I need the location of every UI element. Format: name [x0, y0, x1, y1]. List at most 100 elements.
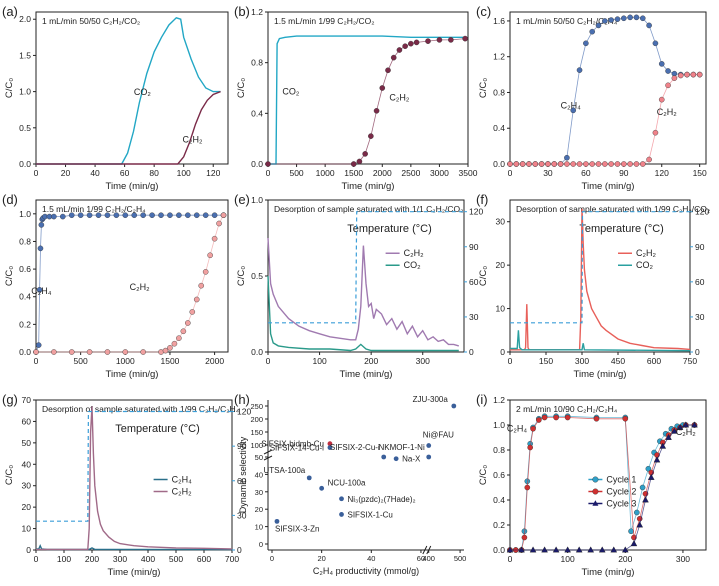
data-point [379, 85, 386, 91]
data-point [630, 540, 638, 547]
y-tick-label: 0.4 [493, 495, 505, 505]
data-point [193, 212, 200, 218]
x-tick-label: 2000 [205, 356, 224, 366]
data-point [211, 235, 218, 242]
data-point [536, 417, 542, 423]
y-tick-label: 0.4 [493, 123, 505, 133]
y-tick-label: 0.8 [251, 58, 263, 68]
y-tick-label: 20 [255, 505, 263, 514]
legend-label: CO₂ [636, 260, 654, 270]
data-point [104, 212, 111, 218]
data-point [665, 433, 672, 440]
data-point [658, 96, 665, 103]
data-point [659, 442, 667, 449]
panel-label: (a) [2, 4, 18, 19]
y-tick-label: 1.0 [251, 195, 263, 205]
series-line [510, 17, 700, 165]
data-point [185, 212, 191, 218]
data-point [602, 18, 608, 24]
x-tick-label: 0 [34, 554, 39, 564]
panel-title: Desorption of sample saturated with 1/1 … [274, 204, 463, 214]
y-tick-label: 40 [22, 459, 32, 469]
data-point [529, 546, 537, 553]
y-tick-label: 2.0 [19, 14, 31, 24]
data-point [608, 17, 614, 23]
x-tick-label: 100 [561, 554, 575, 564]
x-tick-label: 100 [57, 554, 71, 564]
series-line [268, 35, 466, 165]
scatter-point [426, 454, 432, 460]
data-point [158, 212, 164, 218]
point-label: SIFSIX-bidmb-Cu [261, 440, 324, 449]
x-tick-label: 100 [312, 356, 326, 366]
y2-tick-label: 0 [695, 347, 700, 357]
data-point [265, 161, 271, 167]
y-tick-label: 0.5 [19, 123, 31, 133]
panel-label: (g) [2, 392, 18, 407]
data-point [682, 421, 690, 428]
data-point [639, 161, 646, 167]
data-point [35, 342, 42, 348]
x-axis-label: Time (min/g) [106, 181, 159, 192]
panel-b: (b) 0 500 1000 1500 2000 2500 3000 3500 0.0 0.4 0.8… [234, 4, 478, 192]
panel-title: 1.5 mL/min 1/99 C₂H₂/C₂H₄ [42, 204, 146, 214]
y-tick-label: 0.2 [19, 319, 31, 329]
x-tick-label: 400 [422, 554, 435, 563]
point-label: Ni₃(pzdc)₂(7Hade)₂ [348, 495, 416, 504]
data-point [595, 161, 602, 167]
data-point [634, 509, 640, 516]
y-tick-label: 10 [255, 523, 263, 532]
y2-tick-label: 60 [695, 277, 705, 287]
data-point [362, 151, 368, 157]
y-tick-label: 150 [250, 428, 263, 437]
point-label: SIFSIX-3-Zn [275, 524, 319, 533]
scatter-point [274, 518, 280, 524]
data-point [589, 28, 595, 35]
x-axis-label: Time (min/g) [106, 369, 159, 380]
data-point [647, 473, 655, 480]
data-point [527, 444, 533, 451]
y-tick-label: 20 [496, 260, 506, 270]
x-tick-label: 100 [177, 168, 191, 178]
x-tick-label: 2000 [373, 168, 392, 178]
point-label: SIFSIX-2-Cu-i [330, 443, 380, 452]
x-tick-label: 0 [34, 168, 39, 178]
x-tick-label: 60 [417, 554, 425, 563]
data-point [140, 349, 146, 355]
legend-label: C₂H₂ [404, 248, 424, 258]
legend-label: Cycle 1 [606, 475, 636, 485]
data-point [690, 71, 697, 78]
data-point [176, 212, 182, 218]
data-point [59, 213, 66, 220]
y-tick-label: 1.0 [493, 420, 505, 430]
legend-label: Cycle 2 [606, 487, 636, 497]
x-axis-label: Time (min/g) [582, 181, 635, 192]
data-point [608, 161, 614, 167]
data-point [593, 415, 600, 422]
data-point [652, 40, 659, 47]
x-tick-label: 150 [693, 168, 707, 178]
y-tick-label: 0.6 [493, 470, 505, 480]
data-point [122, 212, 129, 218]
data-point [622, 415, 629, 422]
x-tick-label: 500 [454, 554, 467, 563]
x-tick-label: 0 [266, 356, 271, 366]
y2-tick-label: 90 [695, 242, 705, 252]
point-label: Na-X [402, 455, 421, 464]
data-point [36, 287, 43, 293]
data-point [402, 43, 408, 50]
panel-a: (a) 0 20 40 60 80 100 120 0.0 0.5 1.0 1.5 2.0 Time (m… [2, 4, 229, 192]
panel-i: (i) 0 100 200 300 0.0 0.2 0.4 0.6 0.8 1.0 1.2 Time (… [476, 392, 707, 578]
series-annotation: C₂H₂ [183, 134, 203, 144]
data-point [576, 67, 583, 73]
data-point [646, 22, 652, 29]
data-point [113, 212, 120, 218]
series-line [36, 90, 221, 165]
y2-tick-label: 120 [695, 207, 709, 217]
x-tick-label: 300 [416, 356, 430, 366]
x-tick-label: 60 [120, 168, 130, 178]
y-tick-label: 10 [496, 304, 506, 314]
x-tick-label: 200 [85, 554, 99, 564]
data-point [149, 212, 155, 218]
data-point [506, 546, 514, 553]
